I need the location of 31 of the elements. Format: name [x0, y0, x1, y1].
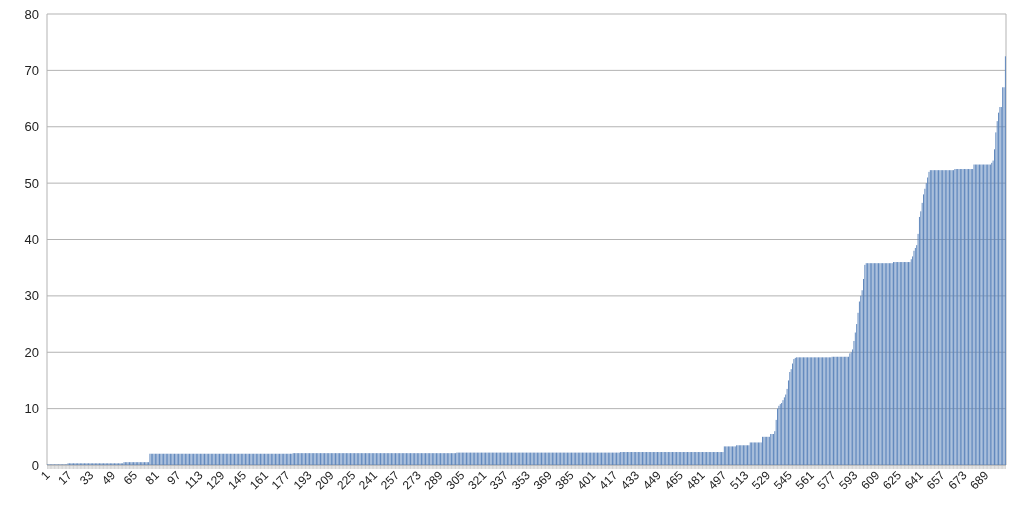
- x-tick-label: 577: [814, 467, 839, 493]
- x-tick-label: 129: [203, 467, 228, 493]
- y-tick-label: 70: [24, 62, 39, 78]
- y-tick-label: 40: [24, 232, 39, 248]
- x-tick-label: 305: [443, 467, 468, 493]
- x-tick-label: 225: [334, 467, 359, 493]
- x-tick-label: 49: [98, 467, 119, 488]
- x-tick-label: 97: [164, 467, 184, 488]
- x-tick-label: 401: [574, 467, 599, 493]
- y-tick-label: 30: [24, 288, 39, 304]
- x-tick-label: 17: [55, 467, 75, 488]
- x-tick-label: 417: [596, 467, 621, 493]
- x-tick-label: 1: [38, 467, 53, 483]
- x-tick-label: 65: [120, 467, 141, 488]
- y-tick-label: 50: [24, 175, 39, 191]
- y-tick-label: 80: [24, 6, 39, 22]
- x-tick-label: 321: [465, 467, 490, 493]
- x-tick-label: 673: [945, 467, 970, 493]
- x-tick-label: 209: [312, 467, 337, 493]
- y-tick-label: 60: [24, 119, 39, 135]
- x-tick-label: 513: [727, 467, 752, 493]
- y-tick-label: 10: [24, 401, 39, 417]
- x-tick-label: 497: [705, 467, 730, 493]
- x-tick-label: 689: [967, 467, 992, 493]
- y-tick-label: 0: [31, 457, 39, 473]
- x-tick-label: 33: [77, 467, 97, 488]
- x-tick-label: 81: [142, 467, 163, 488]
- x-tick-label: 593: [836, 467, 861, 493]
- y-tick-label: 20: [24, 344, 39, 360]
- x-tick-label: 113: [182, 467, 206, 492]
- x-tick-label: 481: [683, 467, 708, 493]
